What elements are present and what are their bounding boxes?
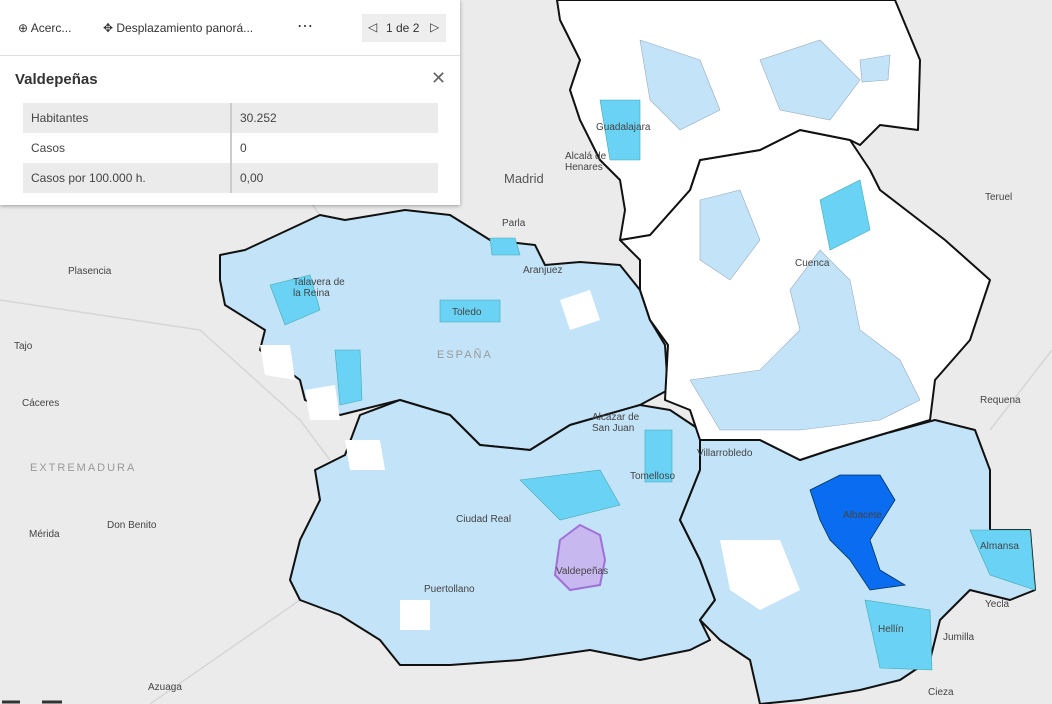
label-line: Cieza [928,687,954,698]
place-label: Cuenca [795,258,830,269]
zoom-button[interactable]: ⊕ Acerc... [18,21,72,35]
place-label: Guadalajara [596,122,651,133]
label-line: Toledo [452,307,482,318]
place-label: Don Benito [107,520,157,531]
label-line: Puertollano [424,584,475,595]
place-label: Talavera de la Reina [293,277,345,299]
pan-button[interactable]: ✥ Desplazamiento panorá... [103,21,254,35]
place-label: Teruel [985,192,1012,203]
label-line: Alcalá de [565,151,607,162]
next-button[interactable]: ▷ [430,20,440,34]
label-line: Requena [980,395,1021,406]
place-label: Albacete [843,510,882,521]
label-line: Henares [565,162,603,173]
place-label: Yecla [985,599,1010,610]
label-line: Yecla [985,599,1010,610]
place-label: Cáceres [22,398,59,409]
place-label: Ciudad Real [456,514,511,525]
place-label: Almansa [980,541,1019,552]
attribute-table: Habitantes 30.252 Casos 0 Casos por 100.00… [23,103,438,193]
prev-button[interactable]: ◁ [368,20,378,34]
label-line: Albacete [843,510,882,521]
place-labels: Guadalajara Alcalá de Henares Madrid Teruel P… [14,122,1021,698]
label-line: Jumilla [943,632,975,643]
label-line: Tomelloso [630,471,675,482]
field-name: Casos por 100.000 h. [23,163,232,193]
place-label: ESPAÑA [437,348,493,361]
pager-label: 1 de 2 [386,21,420,35]
place-label: Tomelloso [630,471,675,482]
label-line: Aranjuez [523,265,562,276]
label-line: Plasencia [68,266,112,277]
label-line: Tajo [14,341,33,352]
label-line: Villarrobledo [697,448,753,459]
zoom-label[interactable]: Acerc... [30,21,72,35]
place-label: EXTREMADURA [30,462,136,474]
popup: ⊕ Acerc... ✥ Desplazamiento panorá... ⋯ … [0,0,460,205]
place-label: Alcázar de San Juan [592,412,640,434]
albacete-municipality [809,474,907,591]
label-line: Parla [502,218,526,229]
popup-title: Valdepeñas [15,71,98,88]
label-line: ESPAÑA [437,348,493,361]
label-line: Alcázar de [592,412,640,423]
pager: ◁ 1 de 2 ▷ [362,14,446,42]
place-label: Madrid [504,171,544,186]
label-line: Azuaga [148,682,182,693]
label-line: Teruel [985,192,1012,203]
place-label: Cieza [928,687,954,698]
place-label: Villarrobledo [697,448,753,459]
field-value: 0,00 [231,163,438,193]
place-label: Hellín [878,624,904,635]
label-line: EXTREMADURA [30,462,136,474]
label-line: la Reina [293,288,330,299]
field-name: Habitantes [23,103,232,133]
place-label: Tajo [14,341,33,352]
place-label: Mérida [29,529,60,540]
place-label: Azuaga [148,682,182,693]
place-label: Jumilla [943,632,975,643]
label-line: Guadalajara [596,122,651,133]
toolbar: ⊕ Acerc... ✥ Desplazamiento panorá... ⋯ … [0,0,460,56]
field-value: 0 [240,141,247,155]
place-label: Aranjuez [523,265,562,276]
selected-municipality [553,523,607,592]
close-button[interactable]: ✕ [431,68,447,88]
place-label: Valdepeñas [556,566,608,577]
field-value: 30.252 [231,103,438,133]
label-line: Ciudad Real [456,514,511,525]
place-label: Plasencia [68,266,112,277]
label-line: San Juan [592,423,634,434]
field-name: Casos [23,133,232,163]
more-button[interactable]: ⋯ [297,18,313,35]
label-line: Cuenca [795,258,830,269]
pan-label[interactable]: Desplazamiento panorá... [116,21,254,35]
label-line: Almansa [980,541,1019,552]
label-line: Hellín [878,624,904,635]
empty-areas [260,290,800,630]
place-label: Requena [980,395,1021,406]
label-line: Valdepeñas [556,566,608,577]
place-label: Alcalá de Henares [565,151,607,173]
place-label: Parla [502,218,526,229]
label-line: Madrid [504,171,544,186]
place-label: Toledo [452,307,482,318]
label-line: Talavera de [293,277,345,288]
label-line: Cáceres [22,398,59,409]
municipality-patches [639,39,921,431]
place-label: Puertollano [424,584,475,595]
high-rate-areas [269,99,1036,671]
label-line: Mérida [29,529,60,540]
label-line: Don Benito [107,520,157,531]
